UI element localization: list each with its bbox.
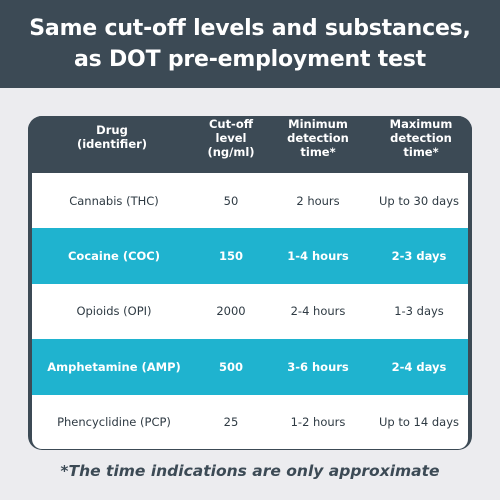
max-detection-time: 1-3 days	[394, 304, 444, 319]
max-detection-time: 2-4 days	[391, 359, 447, 374]
min-detection-time: 1-2 hours	[290, 414, 346, 429]
header-cutoff-line-3: (ng/ml)	[207, 145, 255, 159]
max-detection-time: 2-3 days	[391, 249, 447, 264]
table-row: Phencyclidine (PCP) 25 1-2 hours Up to 1…	[32, 394, 468, 449]
cutoff-value: 150	[218, 249, 243, 264]
title-line-1: Same cut-off levels and substances,	[29, 16, 471, 41]
header-max-line-2: detection	[390, 131, 452, 145]
max-detection-time: Up to 30 days	[378, 193, 459, 208]
drug-name: Cocaine (COC)	[67, 249, 161, 264]
header-min-detection: Minimum detection time*	[266, 117, 370, 163]
header-max-line-1: Maximum	[389, 117, 453, 131]
header-drug-line-2: (identifier)	[76, 137, 148, 151]
cutoff-value: 50	[223, 193, 239, 208]
header-min-line-3: time*	[300, 145, 336, 159]
table-row: Cannabis (THC) 50 2 hours Up to 30 days	[32, 173, 468, 229]
min-detection-time: 2-4 hours	[290, 304, 346, 319]
min-detection-time: 2 hours	[296, 193, 340, 208]
drug-name: Phencyclidine (PCP)	[57, 414, 171, 429]
header-cutoff-line-1: Cut-off	[208, 117, 254, 131]
cutoff-value: 2000	[216, 304, 246, 319]
table-row: Opioids (OPI) 2000 2-4 hours 1-3 days	[32, 283, 468, 340]
drug-name: Cannabis (THC)	[69, 193, 159, 208]
title-banner: Same cut-off levels and substances, as D…	[0, 0, 500, 88]
header-drug: Drug (identifier)	[28, 123, 196, 169]
drug-name: Opioids (OPI)	[76, 304, 152, 319]
cutoff-value: 500	[218, 359, 243, 374]
table-row: Cocaine (COC) 150 1-4 hours 2-3 days	[32, 228, 468, 284]
cutoff-value: 25	[223, 414, 239, 429]
drug-name: Amphetamine (AMP)	[47, 359, 181, 374]
min-detection-time: 3-6 hours	[287, 359, 349, 374]
header-drug-line-1: Drug	[96, 123, 128, 137]
header-min-line-1: Minimum	[288, 117, 348, 131]
footnote: *The time indications are only approxima…	[60, 462, 440, 480]
max-detection-time: Up to 14 days	[378, 414, 459, 429]
min-detection-time: 1-4 hours	[287, 249, 349, 264]
header-cutoff: Cut-off level (ng/ml)	[196, 117, 266, 163]
table-header: Drug (identifier) Cut-off level (ng/ml) …	[28, 116, 472, 173]
header-max-line-3: time*	[403, 145, 439, 159]
table-row: Amphetamine (AMP) 500 3-6 hours 2-4 days	[32, 339, 468, 395]
header-min-line-2: detection	[287, 131, 349, 145]
header-cutoff-line-2: level	[215, 131, 247, 145]
title-line-2: as DOT pre-employment test	[74, 47, 426, 72]
drug-table: Drug (identifier) Cut-off level (ng/ml) …	[28, 116, 472, 450]
header-max-detection: Maximum detection time*	[370, 117, 472, 163]
table-body: Cannabis (THC) 50 2 hours Up to 30 days …	[32, 173, 468, 449]
